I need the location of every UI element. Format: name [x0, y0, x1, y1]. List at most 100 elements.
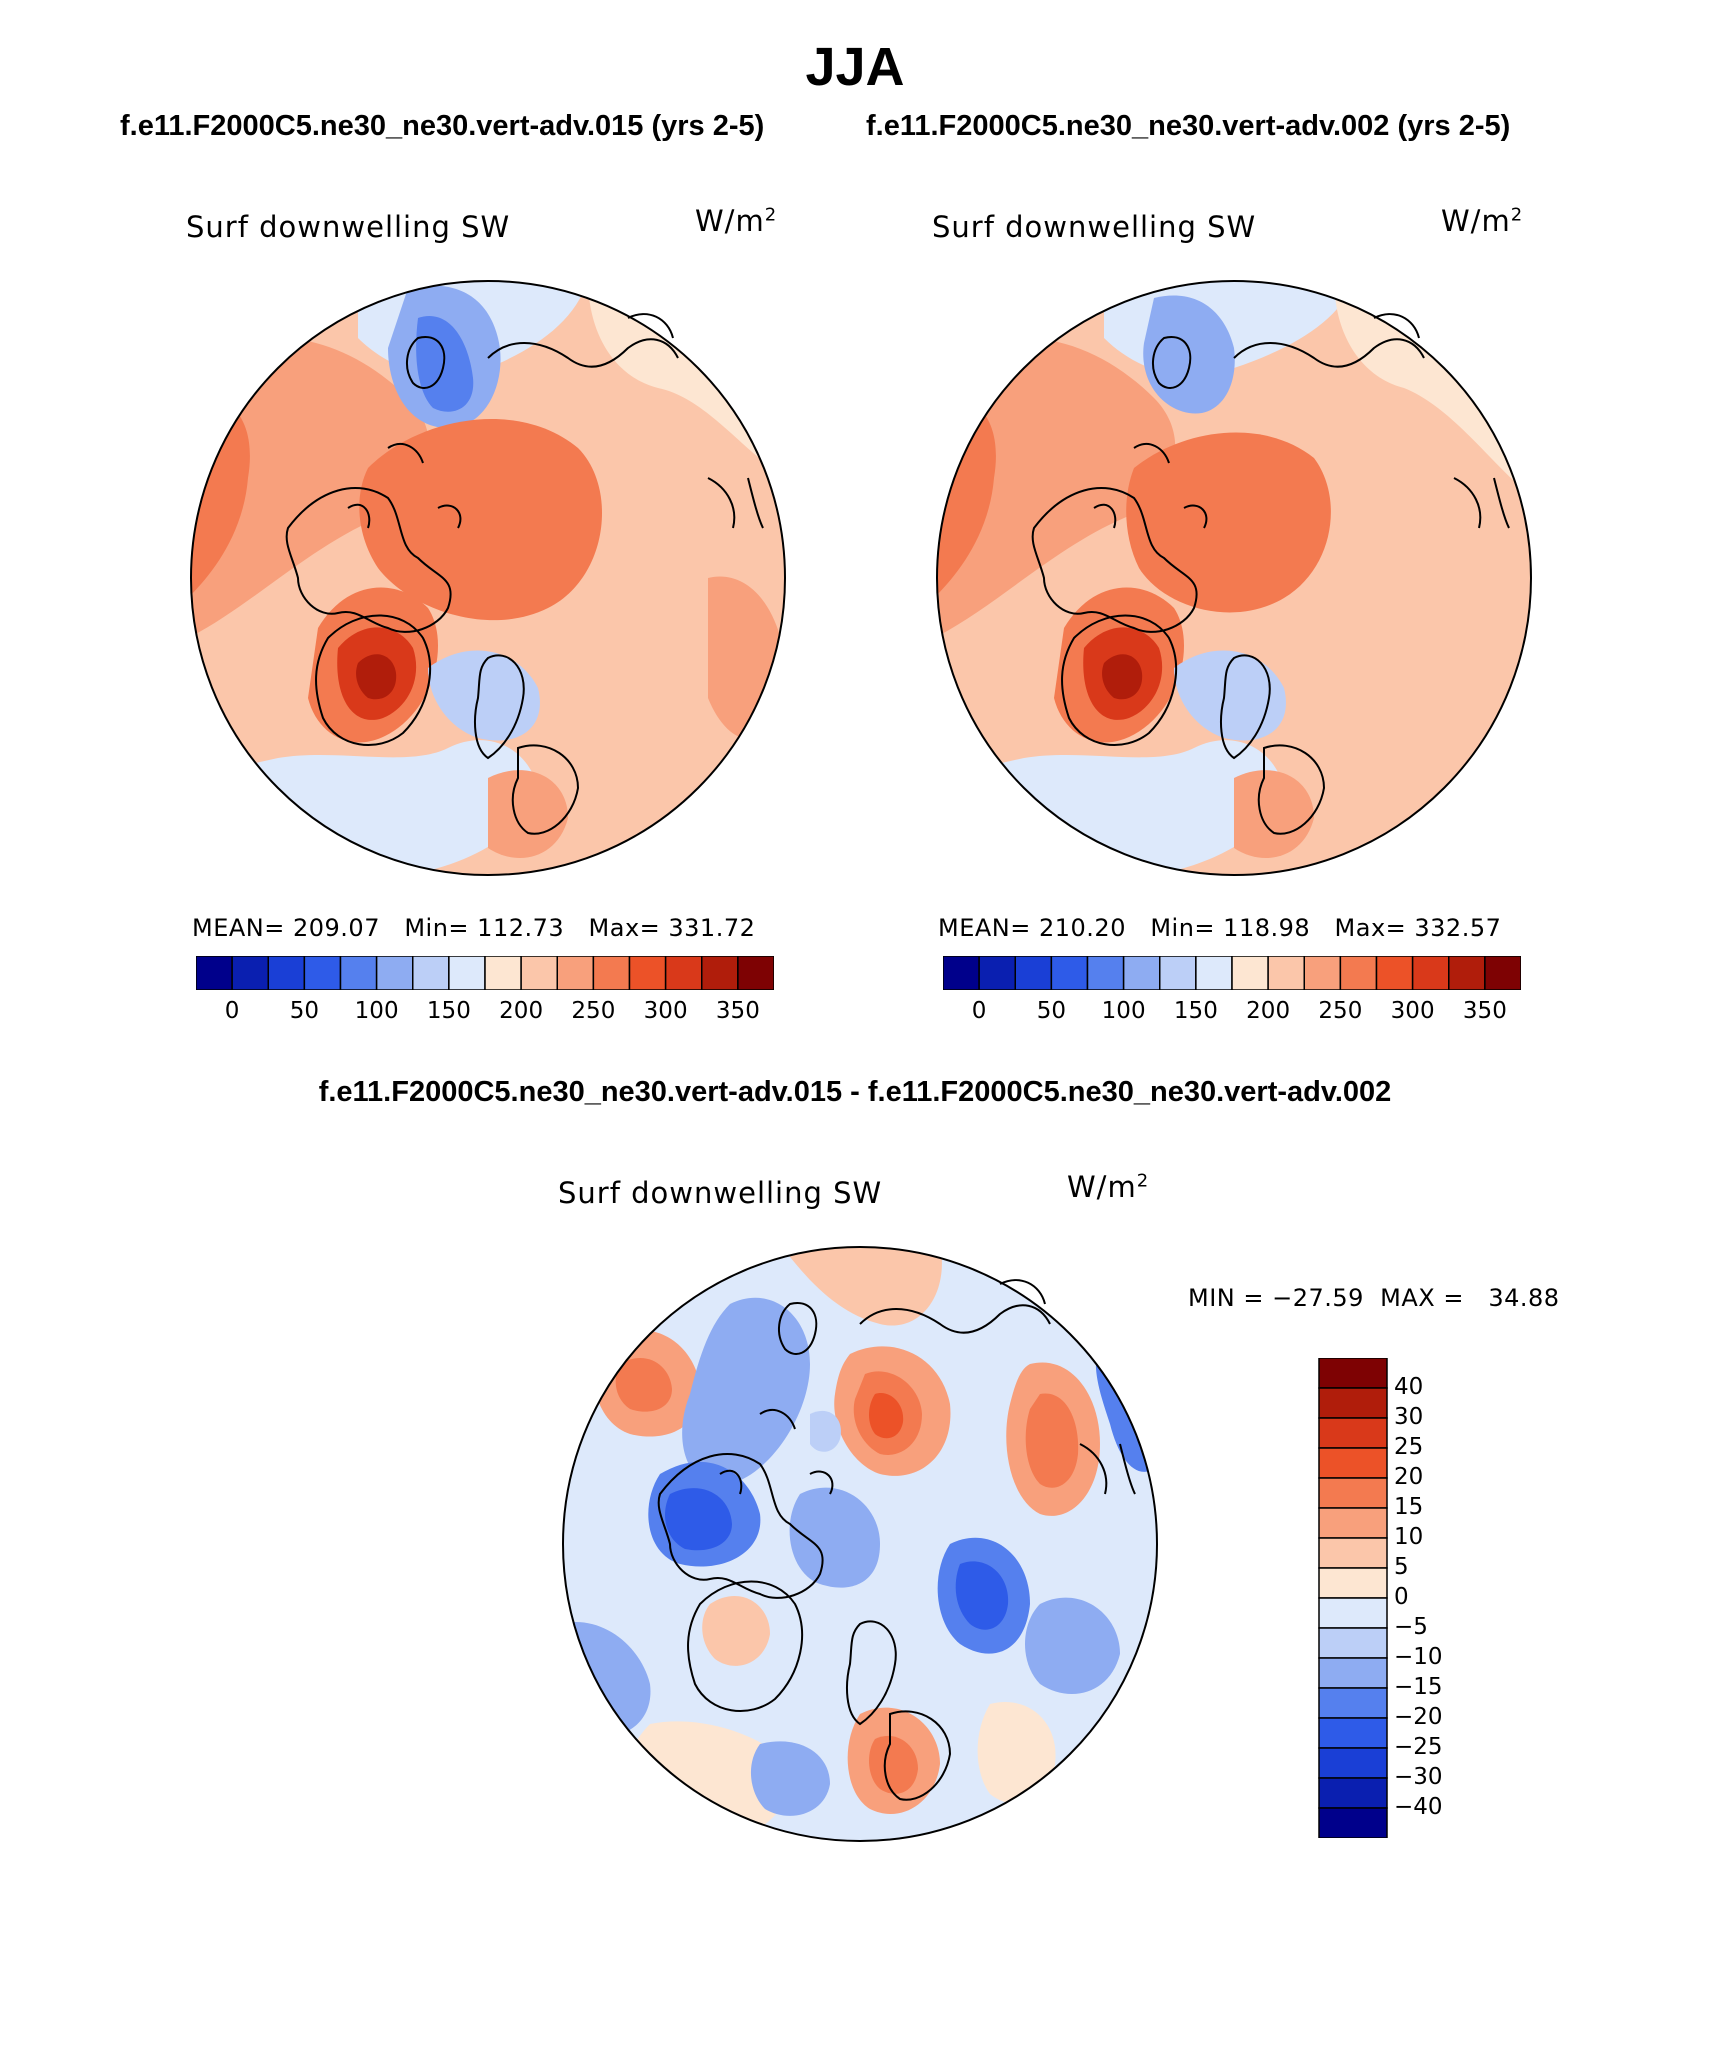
colorbar-tick-label: −25	[1394, 1734, 1443, 1760]
panel-2-variable-label: Surf downwelling SW	[932, 210, 1257, 244]
difference-map	[562, 1246, 1158, 1842]
panel-1-map	[190, 280, 786, 876]
difference-colorbar-labels: 40 30 25 20 15 10 5 0 −5 −10 −15 −20 −25 −30 −40	[1394, 1358, 1484, 1838]
colorbar-tick-label: 350	[715, 998, 760, 1024]
colorbar-tick-label: 50	[289, 998, 320, 1024]
colorbar-tick-label: 200	[499, 998, 544, 1024]
colorbar-tick-label: −15	[1394, 1674, 1443, 1700]
colorbar-swatch	[943, 956, 980, 990]
colorbar-swatch	[1448, 956, 1486, 990]
colorbar-swatch	[1318, 1477, 1388, 1509]
panel-2-stats: MEAN= 210.20 Min= 118.98 Max= 332.57	[938, 914, 1502, 942]
colorbar-tick-label: −5	[1394, 1614, 1428, 1640]
panel-1-case-title: f.e11.F2000C5.ne30_ne30.vert-adv.015 (yr…	[120, 110, 765, 142]
colorbar-swatch	[1411, 956, 1450, 990]
colorbar-swatch	[1050, 956, 1089, 990]
colorbar-swatch	[303, 956, 342, 990]
colorbar-swatch	[592, 956, 631, 990]
panel-1-stats: MEAN= 209.07 Min= 112.73 Max= 331.72	[192, 914, 756, 942]
colorbar-tick-label: 20	[1394, 1464, 1424, 1490]
colorbar-swatch	[1484, 956, 1521, 990]
colorbar-tick-label: −10	[1394, 1644, 1443, 1670]
colorbar-swatch	[375, 956, 414, 990]
colorbar-swatch	[1318, 1717, 1388, 1749]
panel-2-units-label: W/m2	[1441, 204, 1524, 238]
colorbar-swatch	[448, 956, 486, 990]
colorbar-swatch	[231, 956, 269, 990]
colorbar-tick-label: 40	[1394, 1374, 1424, 1400]
colorbar-swatch	[1318, 1387, 1388, 1419]
colorbar-tick-label: 350	[1462, 998, 1507, 1024]
difference-title: f.e11.F2000C5.ne30_ne30.vert-adv.015 - f…	[318, 1076, 1392, 1108]
colorbar-swatch	[1318, 1657, 1388, 1689]
difference-units-label: W/m2	[1067, 1170, 1150, 1204]
colorbar-swatch	[412, 956, 450, 990]
colorbar-tick-label: 250	[571, 998, 616, 1024]
colorbar-swatch	[484, 956, 522, 990]
colorbar-tick-label: 300	[1390, 998, 1435, 1024]
colorbar-tick-label: 0	[224, 998, 240, 1024]
colorbar-tick-label: 5	[1394, 1554, 1409, 1580]
colorbar-swatch	[1086, 956, 1125, 990]
difference-stats: MIN = −27.59 MAX = 34.88	[1188, 1284, 1560, 1312]
difference-colorbar	[1318, 1358, 1388, 1838]
colorbar-swatch	[520, 956, 558, 990]
colorbar-tick-label: 100	[354, 998, 399, 1024]
colorbar-swatch	[1318, 1807, 1388, 1838]
colorbar-tick-label: −20	[1394, 1704, 1443, 1730]
colorbar-tick-label: −40	[1394, 1794, 1443, 1820]
colorbar-tick-label: 15	[1394, 1494, 1424, 1520]
panel-2-map	[936, 280, 1532, 876]
colorbar-swatch	[1318, 1358, 1388, 1389]
panel-1-colorbar-labels: 0 50 100 150 200 250 300 350	[196, 998, 774, 1028]
colorbar-swatch	[1122, 956, 1161, 990]
colorbar-swatch	[1318, 1777, 1388, 1809]
colorbar-swatch	[1318, 1417, 1388, 1449]
colorbar-swatch	[1159, 956, 1197, 990]
colorbar-swatch	[628, 956, 667, 990]
panel-2-case-title: f.e11.F2000C5.ne30_ne30.vert-adv.002 (yr…	[866, 110, 1511, 142]
colorbar-tick-label: 50	[1036, 998, 1067, 1024]
panel-2-colorbar-labels: 0 50 100 150 200 250 300 350	[943, 998, 1521, 1028]
colorbar-swatch	[1339, 956, 1378, 990]
colorbar-swatch	[1375, 956, 1414, 990]
colorbar-tick-label: 150	[426, 998, 471, 1024]
colorbar-tick-label: 250	[1318, 998, 1363, 1024]
colorbar-swatch	[1318, 1687, 1388, 1719]
colorbar-swatch	[1318, 1627, 1388, 1659]
colorbar-tick-label: 25	[1394, 1434, 1424, 1460]
panel-1-variable-label: Surf downwelling SW	[186, 210, 511, 244]
panel-1-units-label: W/m2	[695, 204, 778, 238]
panel-2-colorbar	[943, 956, 1521, 990]
colorbar-tick-label: 150	[1173, 998, 1218, 1024]
panel-1-colorbar	[196, 956, 774, 990]
colorbar-swatch	[1014, 956, 1053, 990]
colorbar-tick-label: 30	[1394, 1404, 1424, 1430]
colorbar-swatch	[196, 956, 233, 990]
colorbar-tick-label: −30	[1394, 1764, 1443, 1790]
colorbar-swatch	[737, 956, 774, 990]
colorbar-tick-label: 0	[971, 998, 987, 1024]
colorbar-swatch	[1318, 1747, 1388, 1779]
colorbar-tick-label: 200	[1246, 998, 1291, 1024]
figure-title: JJA	[805, 37, 905, 97]
colorbar-swatch	[1267, 956, 1305, 990]
colorbar-swatch	[339, 956, 378, 990]
difference-variable-label: Surf downwelling SW	[558, 1176, 883, 1210]
colorbar-swatch	[267, 956, 306, 990]
colorbar-swatch	[1303, 956, 1342, 990]
colorbar-swatch	[1195, 956, 1233, 990]
colorbar-swatch	[701, 956, 739, 990]
colorbar-swatch	[1318, 1597, 1388, 1629]
colorbar-tick-label: 300	[643, 998, 688, 1024]
colorbar-tick-label: 100	[1101, 998, 1146, 1024]
colorbar-swatch	[556, 956, 595, 990]
colorbar-tick-label: 0	[1394, 1584, 1409, 1610]
colorbar-swatch	[664, 956, 703, 990]
colorbar-swatch	[978, 956, 1016, 990]
colorbar-swatch	[1318, 1447, 1388, 1479]
colorbar-swatch	[1318, 1567, 1388, 1599]
colorbar-swatch	[1318, 1507, 1388, 1539]
colorbar-tick-label: 10	[1394, 1524, 1424, 1550]
colorbar-swatch	[1231, 956, 1269, 990]
